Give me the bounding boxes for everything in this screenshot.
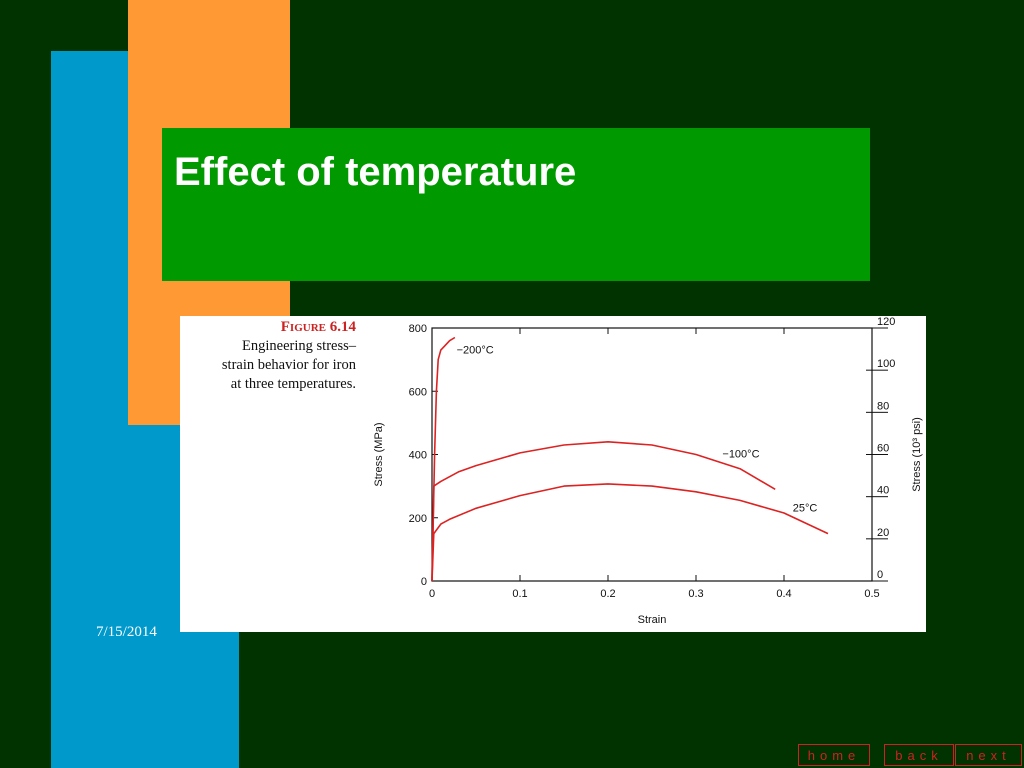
x-tick-label: 0 bbox=[429, 588, 435, 600]
y2-tick-label: 120 bbox=[877, 316, 895, 328]
figure-label: Figure 6.14 bbox=[280, 319, 356, 335]
y2-tick-label: 40 bbox=[877, 485, 889, 497]
y-tick-label: 800 bbox=[409, 323, 427, 335]
caption-line: strain behavior for iron bbox=[221, 357, 356, 373]
series-line-0 bbox=[431, 336, 456, 582]
back-button[interactable]: back bbox=[884, 744, 954, 766]
stress-strain-chart: 0 0.1 0.2 0.3 0.4 0.5 0 200 400 600 800 0 20 40 60 80 10… bbox=[373, 316, 923, 626]
home-button[interactable]: home bbox=[798, 744, 870, 766]
series-label: −100°C bbox=[722, 449, 759, 461]
next-button[interactable]: next bbox=[955, 744, 1022, 766]
y-tick-label: 0 bbox=[421, 576, 427, 588]
series-line-1 bbox=[431, 441, 776, 582]
series-line-2 bbox=[431, 483, 829, 582]
figure-panel: Figure 6.14 Engineering stress– strain b… bbox=[180, 316, 926, 632]
series-label: 25°C bbox=[793, 502, 818, 514]
title-band: Effect of temperature bbox=[162, 128, 870, 281]
y-tick-label: 200 bbox=[409, 513, 427, 525]
x-tick-label: 0.5 bbox=[864, 588, 879, 600]
y2-tick-label: 80 bbox=[877, 400, 889, 412]
y-tick-label: 600 bbox=[409, 386, 427, 398]
x-tick-label: 0.3 bbox=[688, 588, 703, 600]
x-tick-label: 0.2 bbox=[600, 588, 615, 600]
x-tick-label: 0.4 bbox=[776, 588, 791, 600]
slide-title: Effect of temperature bbox=[174, 150, 577, 194]
x-axis-label: Strain bbox=[638, 614, 667, 626]
x-tick-label: 0.1 bbox=[512, 588, 527, 600]
y2-tick-label: 20 bbox=[877, 527, 889, 539]
caption-line: Engineering stress– bbox=[242, 338, 356, 354]
figure-caption: Figure 6.14 Engineering stress– strain b… bbox=[180, 318, 356, 394]
series-label: −200°C bbox=[457, 344, 494, 356]
plot-frame bbox=[431, 327, 873, 582]
y2-tick-label: 100 bbox=[877, 358, 895, 370]
y-tick-label: 400 bbox=[409, 450, 427, 462]
y-axis-label: Stress (MPa) bbox=[373, 422, 385, 486]
y2-axis-label: Stress (10³ psi) bbox=[911, 417, 923, 492]
slide-date: 7/15/2014 bbox=[96, 624, 157, 640]
caption-line: at three temperatures. bbox=[230, 376, 356, 392]
y2-tick-label: 0 bbox=[877, 569, 883, 581]
y2-tick-label: 60 bbox=[877, 443, 889, 455]
